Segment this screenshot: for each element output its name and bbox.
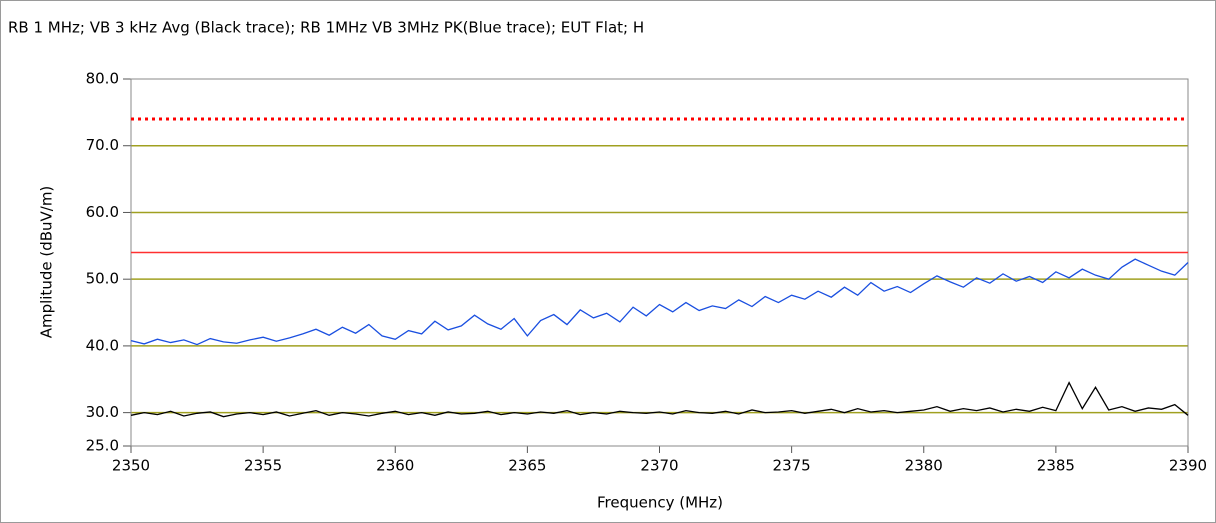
- chart-title: RB 1 MHz; VB 3 kHz Avg (Black trace); RB…: [8, 19, 644, 37]
- y-tick-label: 50.0: [86, 270, 119, 288]
- trace: [130, 381, 1189, 418]
- y-tick-label: 80.0: [86, 70, 119, 88]
- y-tick-label: 30.0: [86, 403, 119, 421]
- x-axis-label: Frequency (MHz): [597, 494, 723, 512]
- y-tick-label: 70.0: [86, 136, 119, 154]
- x-tick-label: 2350: [112, 457, 150, 475]
- y-tick-label: 25.0: [86, 437, 119, 455]
- y-tick-label: 60.0: [86, 203, 119, 221]
- x-tick-label: 2370: [640, 457, 678, 475]
- x-tick-label: 2385: [1037, 457, 1075, 475]
- x-tick-label: 2390: [1169, 457, 1207, 475]
- x-tick-label: 2375: [773, 457, 811, 475]
- trace: [130, 258, 1189, 346]
- x-tick-label: 2365: [508, 457, 546, 475]
- x-tick-label: 2355: [244, 457, 282, 475]
- y-axis-label: Amplitude (dBuV/m): [38, 186, 56, 339]
- x-tick-label: 2380: [905, 457, 943, 475]
- x-tick-label: 2360: [376, 457, 414, 475]
- y-tick-label: 40.0: [86, 336, 119, 354]
